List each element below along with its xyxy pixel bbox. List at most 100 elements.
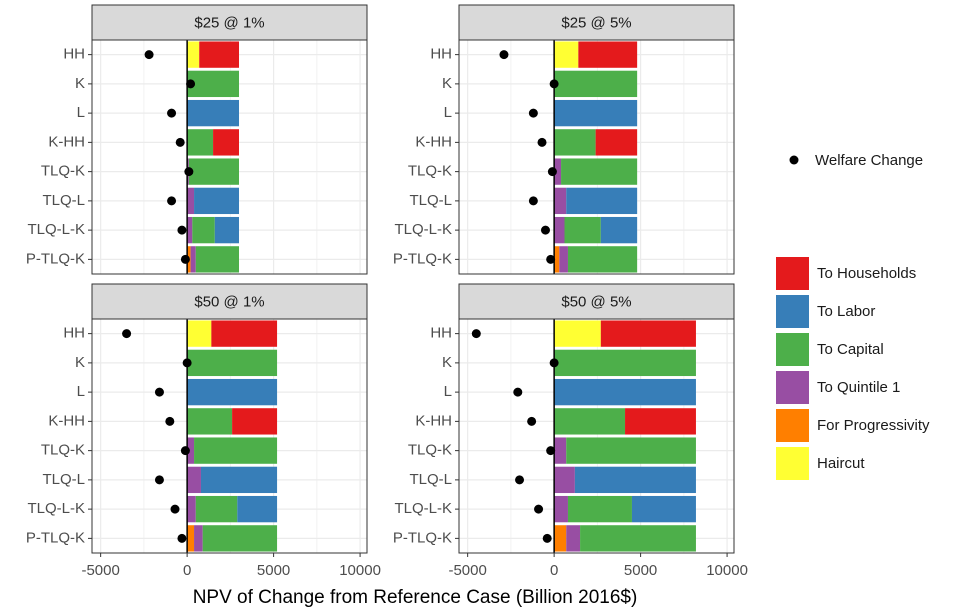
legend-swatch [776,257,809,290]
welfare-point [122,329,132,339]
y-tick-label: TLQ-K [408,163,452,180]
y-tick-label: HH [63,46,85,63]
welfare-point [165,416,175,426]
y-tick-label: K [75,354,85,371]
legend-swatch [776,371,809,404]
welfare-point [528,196,538,206]
legend-label: To Labor [817,303,875,320]
welfare-point [547,167,557,177]
y-tick-label: L [444,104,452,121]
bar-segment [187,495,196,523]
bar-segment [580,525,696,552]
welfare-point [177,225,187,235]
bar-segment [214,216,240,244]
bar-segment [574,466,696,494]
legend-swatch [776,295,809,328]
plot-border [458,39,735,275]
x-tick-label: 0 [183,562,191,579]
panel-title: $50 @ 1% [194,293,264,310]
legend-label: To Capital [817,341,884,358]
y-tick-label: K-HH [415,133,452,150]
legend-swatch [776,447,809,480]
y-tick-label: K-HH [48,133,85,150]
y-tick-label: K [442,354,452,371]
panel-title: $50 @ 5% [561,293,631,310]
y-tick-label: L [77,383,85,400]
bar-segment [567,495,632,523]
bar-segment [194,525,203,552]
y-tick-label: HH [63,325,85,342]
y-tick-label: TLQ-L-K [27,221,85,238]
y-tick-label: K-HH [48,412,85,429]
welfare-point [515,475,525,485]
x-tick-label: 10000 [706,562,748,579]
bar-segment [211,320,278,347]
bar-segment [194,187,240,215]
y-tick-label: L [444,383,452,400]
y-tick-label: TLQ-L [42,192,85,209]
x-tick-label: 5000 [624,562,657,579]
x-axis-title: NPV of Change from Reference Case (Billi… [193,587,638,608]
welfare-point [528,108,538,118]
y-tick-label: L [77,104,85,121]
legend-point [789,155,799,165]
bar-segment [554,70,638,98]
legend-label: For Progressivity [817,417,930,434]
welfare-point [471,329,481,339]
bar-segment [188,158,240,185]
welfare-point [167,196,177,206]
welfare-point [546,254,556,264]
bar-segment [566,187,638,215]
welfare-point [154,475,164,485]
bar-segment [554,466,575,494]
bar-segment [554,525,567,552]
bar-segment [554,41,579,68]
bar-segment [195,246,240,273]
y-tick-label: P-TLQ-K [26,529,85,546]
bar-segment [554,408,626,435]
strip-bg [91,4,368,41]
bar-segment [567,246,638,273]
y-tick-label: TLQ-L [409,192,452,209]
bar-segment [187,320,212,347]
bar-segment [187,437,195,464]
bar-segment [187,349,278,377]
y-tick-label: HH [430,325,452,342]
bar-segment [564,216,601,244]
welfare-point [499,50,509,60]
y-tick-label: TLQ-L-K [394,221,452,238]
bar-segment [232,408,278,435]
bar-segment [561,158,638,185]
bar-segment [199,41,240,68]
plot-border [458,318,735,554]
x-tick-label: 0 [550,562,558,579]
bar-segment [554,320,601,347]
bar-segment [566,525,581,552]
welfare-point [534,504,544,514]
bar-segment [187,99,240,127]
y-tick-label: P-TLQ-K [393,250,452,267]
y-tick-label: P-TLQ-K [393,529,452,546]
y-tick-label: K [75,75,85,92]
bar-segment [578,41,638,68]
welfare-point [167,108,177,118]
welfare-point [540,225,550,235]
welfare-point [542,533,552,543]
welfare-point [537,137,547,147]
welfare-point [527,416,537,426]
welfare-point [186,79,196,89]
bar-segment [192,216,215,244]
panel-title: $25 @ 1% [194,14,264,31]
bar-segment [554,378,696,406]
legend-label: To Quintile 1 [817,379,900,396]
panel-title: $25 @ 5% [561,14,631,31]
bar-segment [187,378,278,406]
bar-segment [554,99,638,127]
bar-segment [213,129,240,156]
welfare-point [546,446,556,456]
x-tick-label: -5000 [448,562,486,579]
welfare-point [180,446,190,456]
bar-segment [187,41,200,68]
welfare-point [549,79,559,89]
